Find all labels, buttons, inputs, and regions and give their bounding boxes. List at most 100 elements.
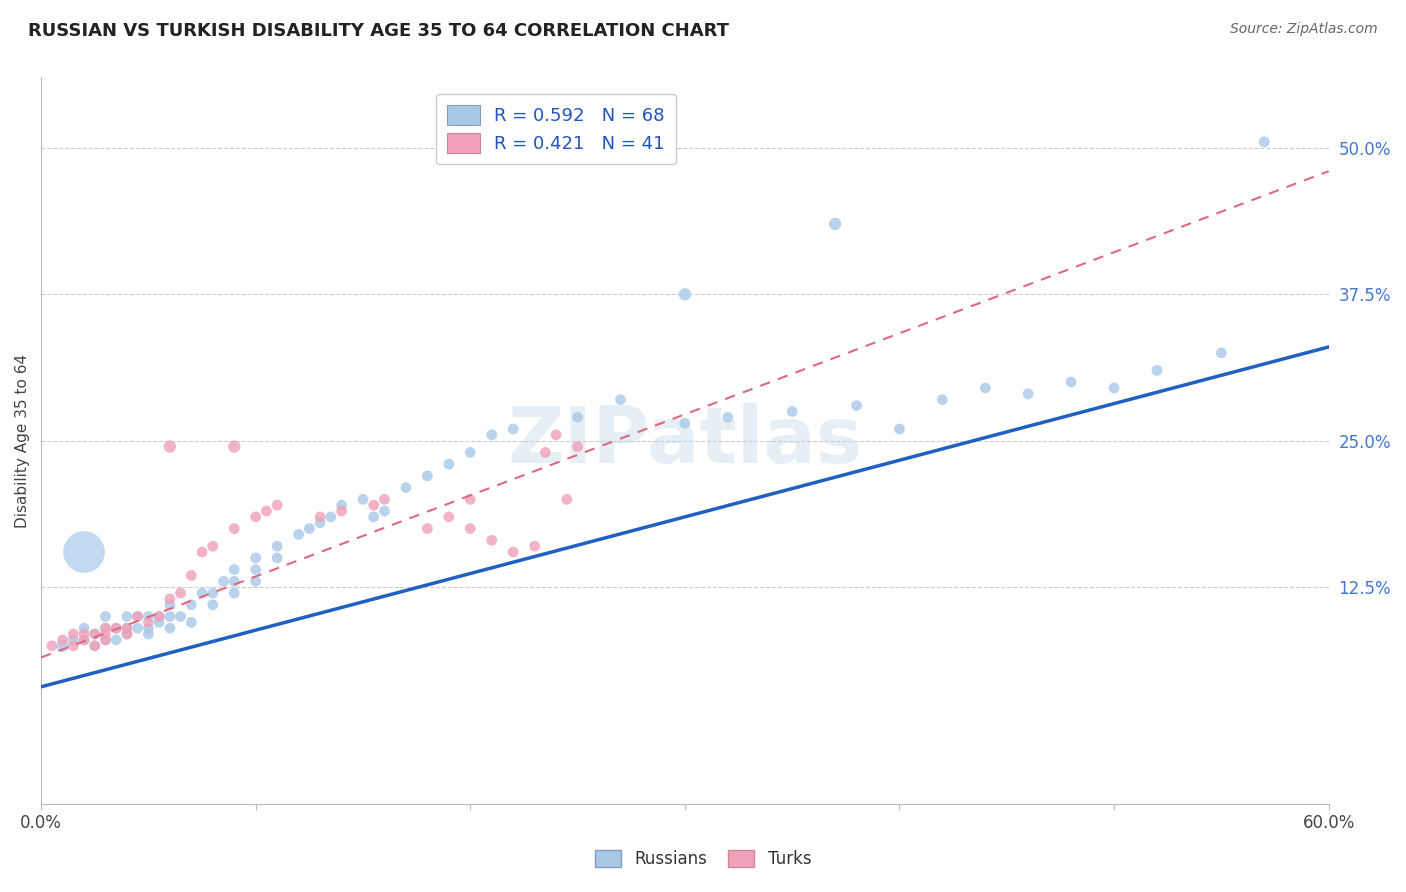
Point <box>1017 387 1039 401</box>
Point <box>73 545 96 559</box>
Point <box>94 609 117 624</box>
Point <box>287 527 309 541</box>
Point <box>266 550 288 565</box>
Point <box>780 404 803 418</box>
Point <box>330 504 353 518</box>
Point <box>824 217 846 231</box>
Text: ZIPatlas: ZIPatlas <box>508 402 862 479</box>
Point <box>94 621 117 635</box>
Point <box>567 440 589 454</box>
Point <box>62 632 84 647</box>
Point <box>212 574 235 589</box>
Point <box>159 440 181 454</box>
Point <box>73 632 96 647</box>
Point <box>1146 363 1168 377</box>
Point <box>224 563 246 577</box>
Point <box>62 627 84 641</box>
Point <box>127 609 149 624</box>
Point <box>224 440 246 454</box>
Point <box>416 468 439 483</box>
Point <box>437 509 460 524</box>
Point <box>224 522 246 536</box>
Point <box>180 615 202 630</box>
Point <box>148 615 170 630</box>
Point <box>245 509 267 524</box>
Legend: Russians, Turks: Russians, Turks <box>588 843 818 875</box>
Point <box>245 550 267 565</box>
Point <box>115 627 138 641</box>
Point <box>201 586 224 600</box>
Point <box>298 522 321 536</box>
Point <box>52 632 75 647</box>
Point <box>73 621 96 635</box>
Point <box>224 586 246 600</box>
Point <box>481 533 503 548</box>
Point <box>224 574 246 589</box>
Point <box>319 509 342 524</box>
Point <box>266 498 288 512</box>
Point <box>83 639 105 653</box>
Point <box>62 639 84 653</box>
Point <box>105 632 128 647</box>
Point <box>83 627 105 641</box>
Point <box>416 522 439 536</box>
Point <box>201 539 224 553</box>
Point <box>127 609 149 624</box>
Point <box>458 445 481 459</box>
Point <box>931 392 953 407</box>
Point <box>363 509 385 524</box>
Point <box>609 392 631 407</box>
Point <box>73 632 96 647</box>
Point <box>363 498 385 512</box>
Point <box>502 422 524 436</box>
Point <box>673 287 696 301</box>
Point <box>534 445 557 459</box>
Point <box>138 627 160 641</box>
Point <box>94 627 117 641</box>
Point <box>115 621 138 635</box>
Point <box>115 609 138 624</box>
Point <box>437 457 460 471</box>
Point <box>395 481 418 495</box>
Point <box>889 422 911 436</box>
Point <box>309 516 332 530</box>
Point <box>127 621 149 635</box>
Point <box>458 492 481 507</box>
Point <box>245 563 267 577</box>
Point <box>94 621 117 635</box>
Point <box>266 539 288 553</box>
Point <box>73 627 96 641</box>
Point <box>83 639 105 653</box>
Point <box>1060 375 1083 389</box>
Point <box>191 586 214 600</box>
Point <box>717 410 740 425</box>
Point <box>52 639 75 653</box>
Point <box>159 609 181 624</box>
Point <box>673 416 696 430</box>
Point <box>180 598 202 612</box>
Point <box>523 539 546 553</box>
Legend: R = 0.592   N = 68, R = 0.421   N = 41: R = 0.592 N = 68, R = 0.421 N = 41 <box>436 94 675 164</box>
Point <box>458 522 481 536</box>
Point <box>138 615 160 630</box>
Point <box>546 428 568 442</box>
Point <box>94 632 117 647</box>
Point <box>245 574 267 589</box>
Point <box>180 568 202 582</box>
Point <box>373 504 395 518</box>
Point <box>502 545 524 559</box>
Point <box>94 632 117 647</box>
Point <box>115 627 138 641</box>
Point <box>159 598 181 612</box>
Point <box>1211 346 1233 360</box>
Point <box>845 399 868 413</box>
Point <box>169 609 191 624</box>
Point <box>352 492 374 507</box>
Point <box>138 609 160 624</box>
Point <box>1102 381 1125 395</box>
Point <box>1253 135 1275 149</box>
Point <box>115 621 138 635</box>
Y-axis label: Disability Age 35 to 64: Disability Age 35 to 64 <box>15 353 30 528</box>
Point <box>169 586 191 600</box>
Point <box>159 621 181 635</box>
